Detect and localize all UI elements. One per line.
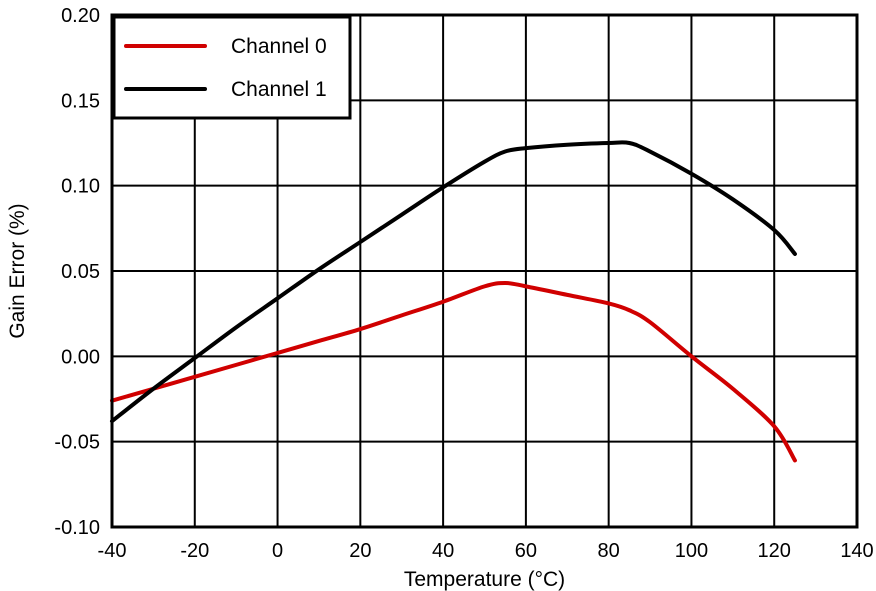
- x-tick-label: -40: [98, 540, 127, 562]
- y-tick-label: 0.15: [61, 90, 100, 112]
- x-tick-label: 120: [758, 540, 791, 562]
- x-tick-label: 20: [349, 540, 371, 562]
- x-tick-label: 40: [432, 540, 454, 562]
- plot-frame: [110, 13, 859, 529]
- x-axis-title: Temperature (°C): [404, 568, 565, 591]
- legend-label-channel-1: Channel 1: [231, 78, 327, 101]
- y-tick-label: 0.00: [61, 346, 100, 368]
- series-lines: [110, 140, 797, 463]
- y-tick-label: 0.10: [61, 176, 100, 198]
- legend-box: [112, 15, 352, 120]
- legend: Channel 0 Channel 1: [112, 15, 352, 120]
- x-tick-label: 80: [598, 540, 620, 562]
- x-tick-labels: -40 -20 0 20 40 60 80 100 120 140: [98, 540, 874, 562]
- y-tick-label: 0.20: [61, 5, 100, 27]
- y-tick-label: 0.05: [61, 261, 100, 283]
- x-tick-label: -20: [180, 540, 209, 562]
- y-axis-title: Gain Error (%): [6, 203, 29, 338]
- x-tick-label: 0: [272, 540, 283, 562]
- series-line-channel-1: [110, 140, 797, 424]
- series-line-channel-0: [110, 280, 797, 463]
- x-tick-label: 60: [515, 540, 537, 562]
- y-tick-label: -0.05: [54, 432, 100, 454]
- y-tick-labels: -0.10 -0.05 0.00 0.05 0.10 0.15 0.20: [54, 5, 100, 539]
- x-tick-label: 140: [840, 540, 873, 562]
- y-tick-label: -0.10: [54, 517, 100, 539]
- x-tick-label: 100: [675, 540, 708, 562]
- grid: [112, 15, 857, 527]
- legend-label-channel-0: Channel 0: [231, 35, 327, 58]
